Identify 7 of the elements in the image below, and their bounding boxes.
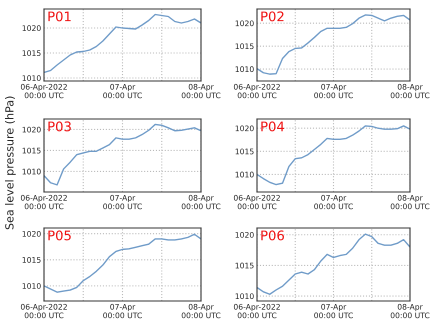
chart-title: P06 (261, 230, 284, 240)
y-axis-title: Sea level pressure (hPa) (4, 96, 16, 230)
chart-title: P04 (261, 121, 284, 132)
chart-title: P02 (261, 11, 284, 22)
chart-title: P05 (48, 230, 71, 240)
chart-title: P01 (48, 11, 71, 22)
chart-title: P03 (48, 121, 71, 132)
